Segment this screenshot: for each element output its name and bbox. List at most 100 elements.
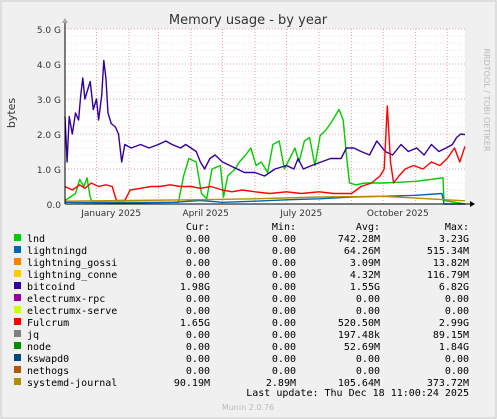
legend-value: 3.09M (350, 258, 380, 269)
legend-value: 0.00 (186, 270, 210, 281)
legend-value: 0.00 (272, 234, 296, 245)
legend-name: lightningd (27, 246, 87, 257)
legend-name: electrumx-rpc (27, 294, 105, 305)
legend-value: 0.00 (272, 246, 296, 257)
legend-value: 197.48k (338, 330, 380, 341)
legend-value: 0.00 (272, 294, 296, 305)
legend-name: nethogs (27, 366, 69, 377)
legend-value: 0.00 (445, 306, 469, 317)
legend-value: 520.50M (338, 318, 380, 329)
legend-value: 52.69M (344, 342, 380, 353)
legend-value: 515.34M (427, 246, 469, 257)
legend-value: 742.28M (338, 234, 380, 245)
legend-swatch (14, 330, 21, 337)
legend-value: 1.55G (350, 282, 380, 293)
legend-value: 13.82M (433, 258, 469, 269)
legend-swatch (14, 378, 21, 385)
legend-name: lnd (27, 234, 45, 245)
legend-value: 1.98G (180, 282, 210, 293)
legend-swatch (14, 366, 21, 373)
legend-value: 0.00 (272, 366, 296, 377)
legend-value: 0.00 (186, 246, 210, 257)
legend-name: Fulcrum (27, 318, 69, 329)
y-tick-label: 5.0 G (37, 26, 61, 36)
legend-swatch (14, 282, 21, 289)
legend-swatch (14, 354, 21, 361)
x-axis-arrow (470, 201, 475, 207)
legend-swatch (14, 294, 21, 301)
legend-swatch (14, 342, 21, 349)
legend-value: 0.00 (186, 294, 210, 305)
munin-version: Munin 2.0.76 (222, 403, 274, 412)
legend-value: 64.26M (344, 246, 380, 257)
data-series (64, 59, 466, 205)
legend-name: electrumx-serve (27, 306, 117, 317)
legend-value: 1.84G (439, 342, 469, 353)
legend-value: 105.64M (338, 378, 380, 389)
legend-value: 0.00 (186, 366, 210, 377)
x-tick-label: July 2025 (279, 209, 322, 219)
legend-value: 2.89M (266, 378, 296, 389)
axes (62, 18, 475, 207)
legend-value: 0.00 (272, 318, 296, 329)
legend-header: Cur: (186, 222, 210, 233)
series-line-lightningd (64, 192, 465, 205)
legend-value: 116.79M (427, 270, 469, 281)
series-line-fulcrum (64, 105, 466, 202)
legend-header: Min: (272, 222, 296, 233)
y-tick-label: 0.0 (47, 201, 62, 211)
legend-value: 0.00 (272, 354, 296, 365)
legend-value: 6.82G (439, 282, 469, 293)
legend-value: 0.00 (445, 294, 469, 305)
legend-value: 0.00 (272, 270, 296, 281)
legend-value: 0.00 (186, 342, 210, 353)
rrdtool-watermark: RRDTOOL / TOBI OETIKER (482, 48, 491, 151)
legend-swatch (14, 258, 21, 265)
legend-swatch (14, 270, 21, 277)
legend-value: 90.19M (174, 378, 210, 389)
y-axis-label: bytes (5, 98, 18, 129)
legend-swatch (14, 306, 21, 313)
legend-value: 0.00 (272, 330, 296, 341)
legend-value: 0.00 (186, 354, 210, 365)
y-tick-label: 1.0 G (37, 166, 61, 176)
series-line-bitcoind (64, 59, 466, 177)
legend-value: 2.99G (439, 318, 469, 329)
legend-value: 0.00 (272, 306, 296, 317)
plot-area (65, 29, 465, 204)
y-tick-labels: 0.0 1.0 G 2.0 G 3.0 G 4.0 G 5.0 G (37, 26, 61, 211)
series-line-lnd (64, 108, 466, 205)
x-tick-label: April 2025 (183, 209, 229, 219)
y-tick-label: 3.0 G (37, 96, 61, 106)
legend-value: 0.00 (272, 258, 296, 269)
legend-name: lightning_conne (27, 270, 117, 281)
legend-swatch (14, 234, 21, 241)
y-tick-label: 2.0 G (37, 131, 61, 141)
legend-value: 0.00 (272, 342, 296, 353)
legend-value: 3.23G (439, 234, 469, 245)
legend: Cur: Min: Avg: Max:lnd 0.00 0.00 742.28M 3.23Gl… (14, 222, 469, 389)
legend-value: 89.15M (433, 330, 469, 341)
legend-name: bitcoind (27, 282, 75, 293)
legend-name: lightning_gossi (27, 258, 117, 269)
legend-swatch (14, 246, 21, 253)
legend-value: 0.00 (445, 354, 469, 365)
legend-value: 0.00 (356, 306, 380, 317)
legend-header: Max: (445, 222, 469, 233)
x-tick-label: January 2025 (80, 209, 141, 219)
y-tick-label: 4.0 G (37, 61, 61, 71)
x-tick-label: October 2025 (367, 209, 429, 219)
legend-header: Avg: (356, 222, 380, 233)
legend-value: 0.00 (186, 306, 210, 317)
legend-value: 0.00 (356, 294, 380, 305)
legend-swatch (14, 318, 21, 325)
series-line-systemd-journal (64, 195, 466, 202)
legend-value: 373.72M (427, 378, 469, 389)
legend-value: 0.00 (445, 366, 469, 377)
last-update: Last update: Thu Dec 18 11:00:24 2025 (246, 388, 469, 399)
grid-lines (65, 28, 465, 205)
legend-value: 1.65G (180, 318, 210, 329)
y-axis-arrow (62, 18, 68, 23)
